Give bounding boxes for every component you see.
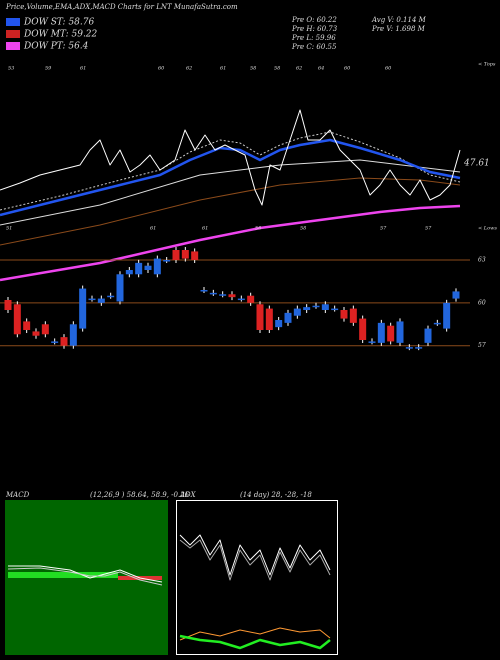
candle-body bbox=[4, 300, 12, 310]
low-label: 58 bbox=[300, 226, 306, 232]
candle-body bbox=[41, 324, 49, 335]
legend-swatch bbox=[6, 42, 20, 50]
adx-params: (14 day) 28, -28, -18 bbox=[240, 491, 312, 499]
candle-body bbox=[433, 322, 441, 325]
info-text: Pre C: 60.55 bbox=[291, 43, 337, 51]
adx-title: ADX bbox=[179, 491, 197, 499]
candle-body bbox=[396, 321, 404, 343]
title: Price,Volume,EMA,ADX,MACD Charts for LNT… bbox=[5, 3, 238, 11]
candle-body bbox=[340, 310, 348, 319]
low-label: 57 bbox=[425, 226, 432, 232]
top-label: 60 bbox=[344, 66, 351, 72]
low-label: 51 bbox=[6, 226, 12, 232]
candle-body bbox=[51, 341, 59, 343]
indicator-lines bbox=[0, 109, 461, 282]
top-label: 59 bbox=[45, 66, 52, 72]
macd-lines bbox=[7, 565, 163, 586]
candle-body bbox=[144, 265, 152, 270]
legend-label: DOW ST: 58.76 bbox=[23, 18, 94, 28]
candle-body bbox=[275, 320, 283, 328]
candle-body bbox=[312, 305, 320, 308]
top-label: 64 bbox=[318, 66, 324, 72]
candle-body bbox=[228, 294, 236, 298]
candle-body bbox=[23, 321, 31, 330]
lows-label: < Lows bbox=[478, 226, 497, 232]
legend-label: DOW MT: 59.22 bbox=[23, 30, 98, 40]
candle-body bbox=[284, 312, 292, 323]
top-label: 60 bbox=[158, 66, 165, 72]
top-label: 61 bbox=[80, 66, 86, 72]
candle-body bbox=[415, 347, 423, 349]
info-text: Pre O: 60.22 bbox=[291, 16, 337, 24]
candle-body bbox=[60, 337, 68, 346]
top-label: 61 bbox=[220, 66, 226, 72]
candle-body bbox=[125, 270, 133, 275]
candle-body bbox=[349, 308, 357, 323]
candle-body bbox=[256, 304, 264, 330]
candle-body bbox=[181, 250, 189, 259]
candle-body bbox=[303, 307, 311, 310]
adx-panel bbox=[176, 500, 338, 655]
candle-body bbox=[247, 295, 255, 303]
candle-body bbox=[97, 298, 105, 303]
candle-body bbox=[107, 295, 115, 298]
candle-body bbox=[452, 291, 460, 299]
candle-body bbox=[88, 298, 96, 301]
candle-body bbox=[209, 292, 217, 295]
top-label: 60 bbox=[385, 66, 392, 72]
candle-body bbox=[200, 290, 208, 292]
candle-body bbox=[172, 250, 180, 260]
low-label: 58 bbox=[255, 226, 261, 232]
legend-swatch bbox=[6, 30, 20, 38]
candle-body bbox=[405, 347, 413, 349]
y-tick-label: 60 bbox=[478, 299, 486, 306]
candle-body bbox=[79, 288, 87, 329]
info-text: Avg V: 0.114 M bbox=[371, 16, 427, 24]
candle-body bbox=[219, 294, 227, 296]
info-text: Pre V: 1.698 M bbox=[371, 25, 426, 33]
info-text: Pre L: 59.96 bbox=[291, 34, 336, 42]
top-label: 58 bbox=[250, 66, 256, 72]
top-label: 62 bbox=[296, 66, 302, 72]
y-tick-label: 63 bbox=[478, 257, 486, 264]
candle-body bbox=[32, 331, 40, 336]
candle-body bbox=[163, 260, 171, 262]
candle-body bbox=[237, 298, 245, 301]
candle-body bbox=[387, 325, 395, 342]
candle-body bbox=[424, 328, 432, 343]
macd-title: MACD bbox=[5, 491, 30, 499]
candle-body bbox=[153, 258, 161, 275]
candle-body bbox=[265, 308, 273, 330]
candle-body bbox=[135, 262, 143, 275]
candle-body bbox=[321, 304, 329, 310]
low-label: 61 bbox=[202, 226, 208, 232]
candle-body bbox=[368, 341, 376, 343]
candle-body bbox=[331, 308, 339, 311]
candle-body bbox=[116, 274, 124, 302]
candle-body bbox=[13, 304, 21, 335]
legend-swatch bbox=[6, 18, 20, 26]
y-tick-label: 57 bbox=[478, 342, 486, 349]
candle-body bbox=[359, 318, 367, 340]
info-text: Pre H: 60.73 bbox=[291, 25, 338, 33]
top-label: 53 bbox=[8, 66, 14, 72]
candle-body bbox=[293, 308, 301, 316]
tops-label: < Tops bbox=[478, 62, 496, 68]
candle-body bbox=[69, 324, 77, 346]
top-label: 62 bbox=[186, 66, 192, 72]
top-label: 58 bbox=[274, 66, 280, 72]
macd-params: (12,26,9 ) 58.64, 58.9, -0.26 bbox=[90, 491, 190, 499]
candle-body bbox=[377, 322, 385, 343]
low-label: 61 bbox=[150, 226, 156, 232]
adx-lines bbox=[179, 534, 331, 650]
candle-body bbox=[191, 251, 199, 260]
low-label: 57 bbox=[380, 226, 387, 232]
legend-label: DOW PT: 56.4 bbox=[23, 42, 89, 52]
candle-body bbox=[443, 302, 451, 329]
ema-label: 47.61 bbox=[463, 159, 490, 169]
